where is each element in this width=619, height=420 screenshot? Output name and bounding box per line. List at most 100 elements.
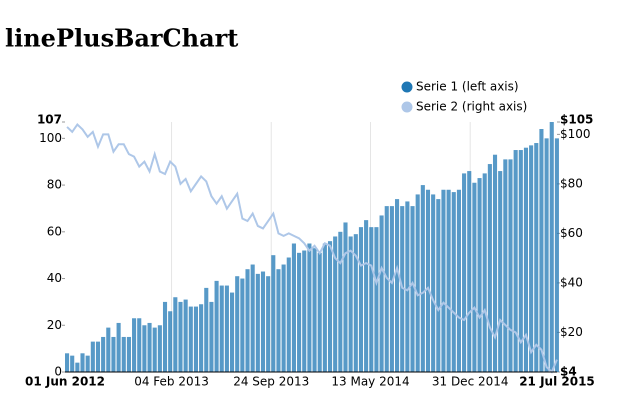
- legend-label: Serie 2 (right axis): [416, 100, 527, 114]
- bar: [106, 327, 111, 372]
- bar: [529, 145, 534, 372]
- x-tick-label: 21 Jul 2015: [519, 375, 595, 389]
- bar: [338, 231, 343, 372]
- bar: [209, 301, 214, 372]
- y-tick-label: 100: [39, 131, 62, 145]
- bar: [183, 299, 188, 372]
- bar: [286, 257, 291, 372]
- bar: [230, 292, 235, 372]
- bar: [327, 241, 333, 372]
- bar: [467, 171, 472, 372]
- bar: [487, 164, 492, 372]
- bar: [297, 252, 302, 372]
- bar: [245, 269, 250, 372]
- bar: [395, 199, 400, 372]
- x-tick-label: 13 May 2014: [331, 375, 409, 389]
- bar: [477, 178, 482, 372]
- y-tick-label: 40: [47, 271, 62, 285]
- bar: [70, 355, 75, 372]
- bar: [472, 182, 477, 372]
- y-tick-label: 80: [47, 178, 62, 192]
- y2-tick-label: $4: [560, 365, 577, 379]
- bar: [204, 287, 209, 372]
- bar: [554, 138, 559, 372]
- x-tick-label: 01 Jun 2012: [25, 375, 105, 389]
- y-tick-label: 0: [54, 365, 62, 379]
- bar: [111, 336, 116, 372]
- bar: [333, 236, 338, 372]
- bar: [307, 243, 312, 372]
- bar: [420, 185, 425, 372]
- bar: [235, 276, 240, 372]
- bar: [250, 264, 255, 372]
- bar: [240, 278, 245, 372]
- bar: [224, 285, 229, 372]
- bar: [446, 189, 451, 372]
- y-tick-label: 20: [47, 318, 62, 332]
- bar: [415, 194, 420, 372]
- bar: [518, 150, 523, 372]
- bar: [549, 122, 554, 372]
- bar: [271, 255, 276, 372]
- bar: [132, 318, 137, 372]
- y-tick-label: 60: [47, 224, 62, 238]
- y-tick-label: 107: [37, 113, 62, 127]
- bar: [400, 206, 405, 372]
- bar: [199, 304, 204, 372]
- bar: [142, 325, 147, 372]
- legend-marker: [401, 81, 413, 93]
- bar: [173, 297, 178, 372]
- legend-marker: [401, 101, 413, 113]
- bar: [534, 143, 539, 372]
- bar: [188, 306, 193, 372]
- bar: [266, 276, 271, 372]
- bar: [523, 147, 529, 372]
- bar: [322, 243, 327, 372]
- bar: [101, 336, 106, 372]
- bar: [425, 189, 431, 372]
- bar: [214, 280, 219, 372]
- bar: [302, 250, 307, 372]
- bar: [276, 269, 281, 372]
- bar: [436, 199, 441, 372]
- x-tick-label: 04 Feb 2013: [134, 375, 209, 389]
- bar: [374, 227, 379, 372]
- bar: [121, 336, 126, 372]
- bar: [255, 273, 260, 372]
- bar: [152, 327, 157, 372]
- bar: [75, 362, 80, 372]
- y2-tick-label: $100: [560, 127, 591, 141]
- bar: [116, 322, 121, 372]
- bar: [126, 336, 131, 372]
- bar: [147, 322, 152, 372]
- bar: [281, 264, 286, 372]
- bar: [498, 171, 503, 372]
- bar: [544, 138, 549, 372]
- bar: [364, 220, 369, 372]
- bar: [492, 154, 498, 372]
- bar: [353, 234, 358, 372]
- bar: [441, 189, 446, 372]
- bar: [162, 301, 168, 372]
- bar: [503, 159, 508, 372]
- bar: [80, 353, 85, 372]
- bar: [348, 236, 353, 372]
- legend-label: Serie 1 (left axis): [416, 80, 519, 94]
- bar: [369, 227, 374, 372]
- y2-tick-label: $40: [560, 275, 583, 289]
- bar: [513, 150, 518, 372]
- bar: [389, 206, 394, 372]
- bar: [317, 252, 322, 372]
- y2-tick-label: $80: [560, 176, 583, 190]
- bar: [95, 341, 101, 372]
- bar: [410, 206, 415, 372]
- bar: [168, 311, 173, 372]
- bar: [178, 301, 183, 372]
- bar: [539, 129, 544, 372]
- bar: [343, 222, 348, 372]
- bar: [291, 243, 296, 372]
- bar: [65, 353, 70, 372]
- bar: [219, 285, 224, 372]
- bar: [462, 173, 467, 372]
- bar: [358, 227, 364, 372]
